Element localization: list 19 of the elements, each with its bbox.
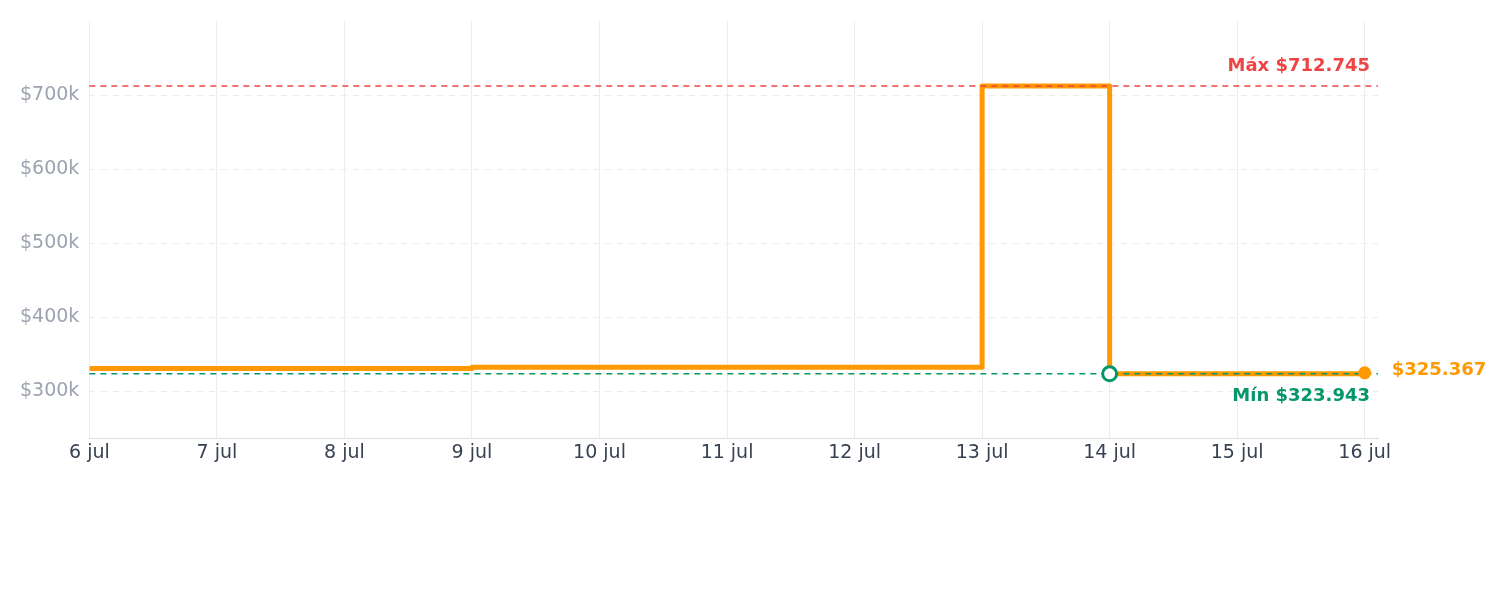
y-tick-label: $600k [20,156,80,179]
ref-line-label: Mín $323.943 [1232,383,1370,405]
x-tick-label: 6 jul [68,439,110,462]
y-tick-label: $400k [20,304,80,327]
ref-line-label: Máx $712.745 [1227,53,1370,75]
data-label: $325.367 [1391,358,1487,380]
x-tick-label: 9 jul [451,439,493,462]
x-tick-label: 14 jul [1083,439,1137,462]
x-tick-label: 8 jul [324,439,365,462]
x-tick-label: 15 jul [1210,439,1264,462]
x-tick-label: 11 jul [700,439,754,462]
x-tick-label: 12 jul [828,439,881,462]
x-tick-label: 13 jul [955,439,1009,462]
y-tick-label: $300k [20,378,80,401]
y-tick-label: $700k [20,82,80,105]
x-tick-label: 16 jul [1338,439,1392,462]
x-tick-label: 10 jul [573,439,626,462]
y-tick-label: $500k [20,230,80,253]
x-tick-label: 7 jul [196,439,238,462]
